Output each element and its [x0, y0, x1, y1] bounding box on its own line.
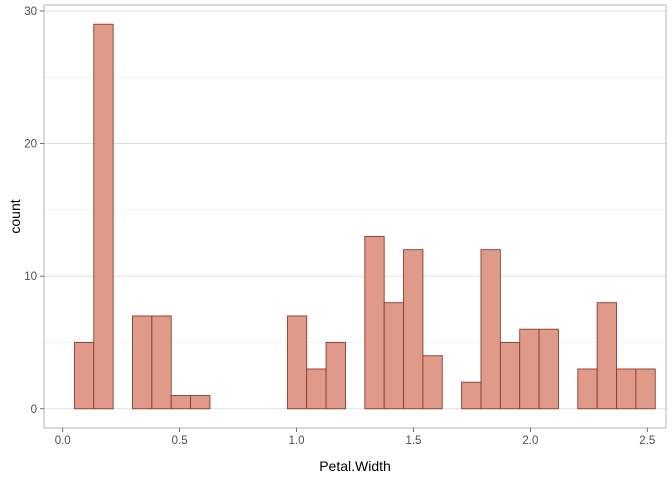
histogram-bar	[190, 395, 211, 410]
histogram-bar	[422, 355, 443, 410]
histogram-bar	[635, 368, 656, 410]
histogram-bar	[616, 368, 637, 410]
histogram-bar	[306, 368, 327, 410]
histogram-bar	[132, 315, 153, 410]
x-tick-label: 1.5	[405, 435, 421, 447]
histogram-bar	[596, 302, 617, 410]
panel-border	[43, 4, 667, 429]
y-axis: 0 10 20 30	[24, 6, 44, 416]
histogram-bar	[383, 302, 404, 410]
y-tick-label: 30	[24, 6, 37, 18]
x-tick-label: 0.0	[55, 435, 71, 447]
histogram-bar	[461, 381, 482, 410]
histogram-bar	[73, 342, 95, 410]
histogram-bar	[325, 342, 346, 410]
histogram-bar	[151, 315, 172, 410]
histogram-bar	[170, 395, 192, 410]
histogram-bar	[538, 328, 559, 410]
y-axis-title: count	[7, 199, 23, 233]
histogram-bar	[480, 249, 501, 410]
histogram-bar	[577, 368, 598, 410]
histogram-bar	[499, 342, 521, 410]
histogram-bar	[286, 315, 308, 410]
x-tick-label: 2.0	[522, 435, 538, 447]
histogram-bars	[73, 23, 656, 410]
x-axis-title: Petal.Width	[319, 458, 391, 474]
y-tick-label: 0	[31, 404, 37, 416]
histogram-bar	[93, 23, 114, 410]
y-tick-label: 20	[24, 139, 37, 151]
histogram-bar	[364, 235, 385, 410]
histogram-bar	[403, 249, 424, 410]
x-axis: 0.0 0.5 1.0 1.5 2.0 2.5	[55, 428, 655, 447]
x-tick-label: 1.0	[289, 435, 305, 447]
y-tick-label: 10	[24, 271, 37, 283]
histogram-bar	[519, 328, 540, 410]
x-tick-label: 0.5	[172, 435, 188, 447]
x-tick-label: 2.5	[639, 435, 655, 447]
